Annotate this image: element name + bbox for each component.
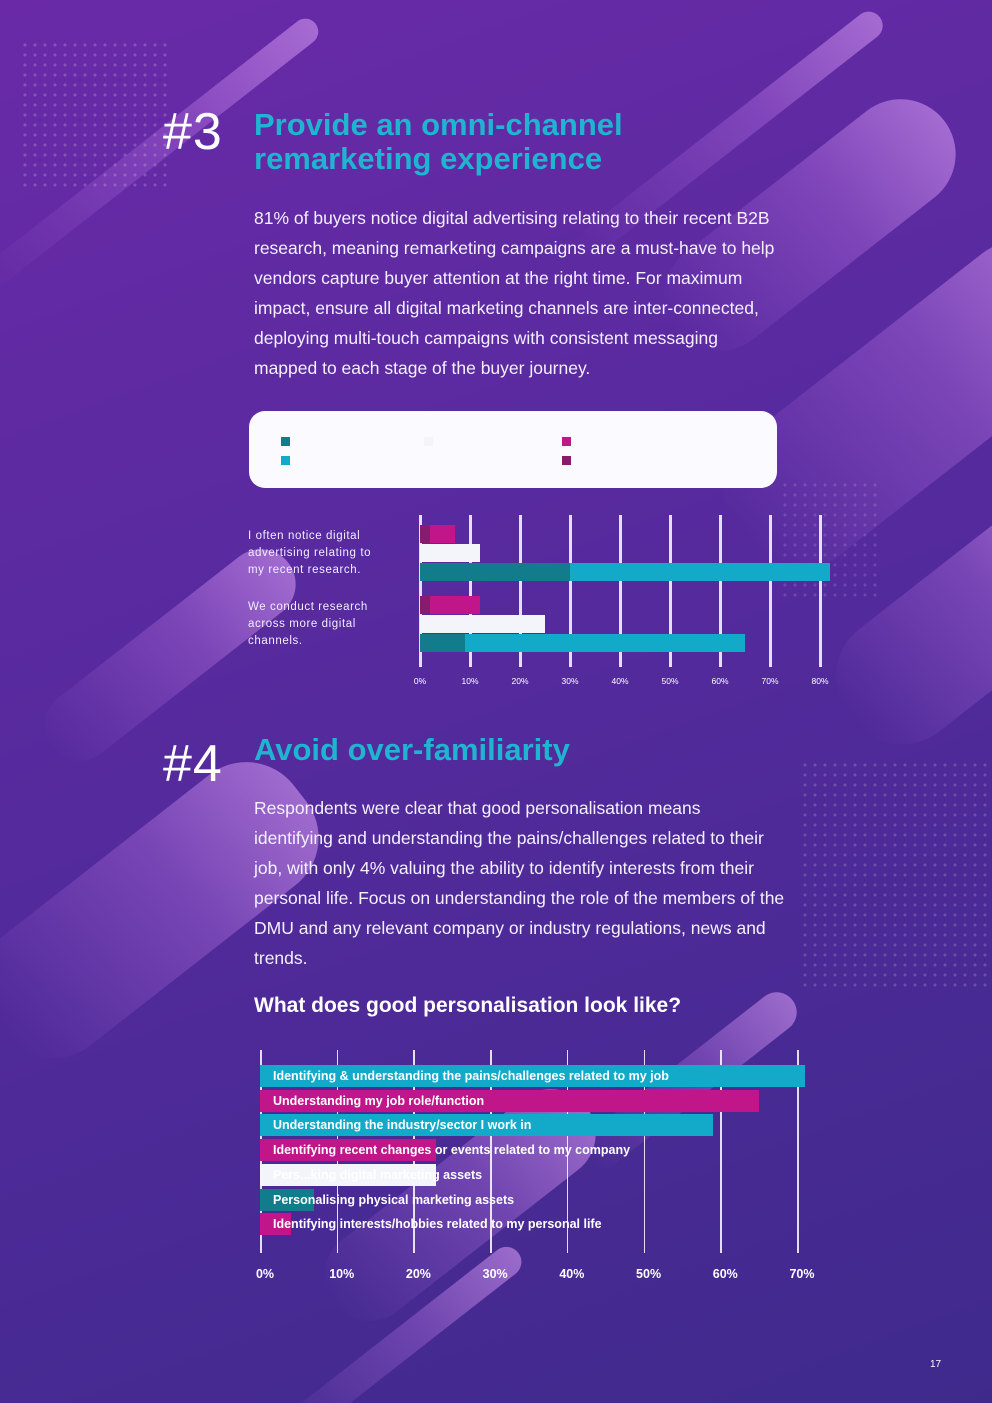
paragraph-line: impact, ensure all digital marketing cha… xyxy=(254,298,759,318)
paragraph-line: DMU and any relevant company or industry… xyxy=(254,918,766,938)
chart-1-x-tick-label: 60% xyxy=(711,676,729,686)
chart-1-x-tick-label: 30% xyxy=(561,676,579,686)
chart-1-gridline xyxy=(669,515,672,667)
chart-1-bar-segment xyxy=(465,634,745,652)
chart-1-legend xyxy=(249,411,777,488)
chart-1-x-tick-label: 80% xyxy=(811,676,829,686)
chart-2-bar xyxy=(260,1089,759,1112)
chart-2-gridline xyxy=(490,1050,492,1253)
section-4-heading: Avoid over-familiarity xyxy=(254,732,570,767)
chart-1-bar-segment xyxy=(420,615,545,633)
chart-1-bar-segment xyxy=(420,544,480,562)
chart-2-bar-label: Identifying interests/hobbies related to… xyxy=(273,1217,602,1232)
chart-1-gridline xyxy=(719,515,722,667)
page-number: 17 xyxy=(930,1359,942,1370)
chart-1-gridline xyxy=(569,515,572,667)
legend-swatch xyxy=(562,456,571,465)
chart-2-x-tick-label: 70% xyxy=(789,1267,815,1281)
section-3-heading-line-1: Provide an omni-channel xyxy=(254,107,623,142)
paragraph-line: deploying multi-touch campaigns with con… xyxy=(254,328,718,348)
paragraph-line: identifying and understanding the pains/… xyxy=(254,828,764,848)
chart-1-gridline xyxy=(519,515,522,667)
chart-1-bar-segment xyxy=(430,525,455,543)
chart-2-bar-label: Understanding the industry/sector I work… xyxy=(273,1118,532,1133)
chart-2-bar xyxy=(260,1213,291,1236)
chart-1-bar-segment xyxy=(420,634,465,652)
chart-2-title: What does good personalisation look like… xyxy=(254,994,682,1017)
paragraph-line: 81% of buyers notice digital advertising… xyxy=(254,208,770,228)
chart-2-bar xyxy=(260,1065,805,1087)
chart-2-x-tick-label: 30% xyxy=(482,1267,508,1281)
chart-1-bar-segment xyxy=(430,596,480,614)
chart-2-x-tick-label: 50% xyxy=(636,1267,662,1281)
category-line: I often notice digital xyxy=(248,530,361,542)
chart-2-gridline xyxy=(720,1050,722,1253)
section-3-number: #3 xyxy=(163,103,223,161)
category-line: across more digital xyxy=(248,618,356,630)
chart-1-category-label: We conduct research across more digital … xyxy=(248,599,368,650)
chart-2-bar xyxy=(260,1188,314,1211)
chart-1-bar-segment xyxy=(570,563,830,581)
chart-1-category-label: I often notice digital advertising relat… xyxy=(248,528,371,579)
chart-2-bar xyxy=(260,1114,713,1137)
chart-2-gridline xyxy=(643,1050,646,1253)
category-line: We conduct research xyxy=(248,601,368,613)
paragraph-line: job, with only 4% valuing the ability to… xyxy=(254,858,754,878)
paragraph-line: trends. xyxy=(254,948,308,968)
legend-swatch xyxy=(281,437,290,446)
chart-2-gridline xyxy=(797,1050,799,1253)
chart-1-gridline xyxy=(769,515,772,667)
chart-1-gridline xyxy=(619,515,622,667)
chart-2-x-tick-label: 60% xyxy=(712,1267,738,1281)
paragraph-line: personal life. Focus on understanding th… xyxy=(254,888,785,908)
category-line: my recent research. xyxy=(248,564,362,576)
category-line: channels. xyxy=(248,635,303,647)
chart-2-bar xyxy=(260,1139,437,1162)
chart-1-x-tick-label: 40% xyxy=(611,676,629,686)
chart-1-gridline xyxy=(419,515,422,667)
paragraph-line: vendors capture buyer attention at the r… xyxy=(254,268,743,288)
chart-2-bar-label: Pers...king digital marketing assets xyxy=(273,1167,483,1182)
chart-2-x-tick-label: 0% xyxy=(255,1267,275,1281)
chart-1-bar-segment xyxy=(420,563,570,581)
paragraph-line: mapped to each stage of the buyer journe… xyxy=(254,358,591,378)
chart-2-bar xyxy=(260,1163,437,1186)
chart-2-bar-label: Understanding my job role/function xyxy=(273,1093,485,1108)
chart-2-x-tick-label: 40% xyxy=(559,1267,585,1281)
chart-2-x-tick-label: 20% xyxy=(405,1267,431,1281)
section-3-heading: Provide an omni-channel remarketing expe… xyxy=(254,108,623,176)
chart-1-x-tick-label: 50% xyxy=(661,676,679,686)
chart-2-x-tick-label: 10% xyxy=(329,1267,355,1281)
chart-2-bar-label: Personalising physical marketing assets xyxy=(273,1192,515,1207)
chart-1-gridline xyxy=(469,515,472,667)
chart-1-x-tick-label: 10% xyxy=(461,676,479,686)
paragraph-line: Respondents were clear that good persona… xyxy=(254,798,701,818)
section-3-paragraph: 81% of buyers notice digital advertising… xyxy=(254,203,774,383)
paragraph-line: research, meaning remarketing campaigns … xyxy=(254,238,775,258)
chart-1-x-tick-label: 20% xyxy=(511,676,529,686)
legend-swatch xyxy=(424,437,433,446)
chart-1-x-tick-label: 0% xyxy=(413,676,427,686)
section-4-paragraph: Respondents were clear that good persona… xyxy=(254,793,784,973)
section-3-heading-line-2: remarketing experience xyxy=(254,141,603,176)
chart-2-bar-label: Identifying recent changes or events rel… xyxy=(273,1143,631,1158)
chart-1-gridline xyxy=(819,515,822,667)
chart-1-bar-segment xyxy=(420,525,430,543)
chart-2-gridline xyxy=(566,1050,569,1253)
legend-swatch xyxy=(281,456,290,465)
chart-2-bar-label: Identifying & understanding the pains/ch… xyxy=(273,1069,669,1083)
category-line: advertising relating to xyxy=(248,547,372,559)
chart-1-x-tick-label: 70% xyxy=(761,676,779,686)
section-4-number: #4 xyxy=(163,735,223,793)
legend-swatch xyxy=(562,437,571,446)
chart-1-bar-segment xyxy=(420,596,430,614)
